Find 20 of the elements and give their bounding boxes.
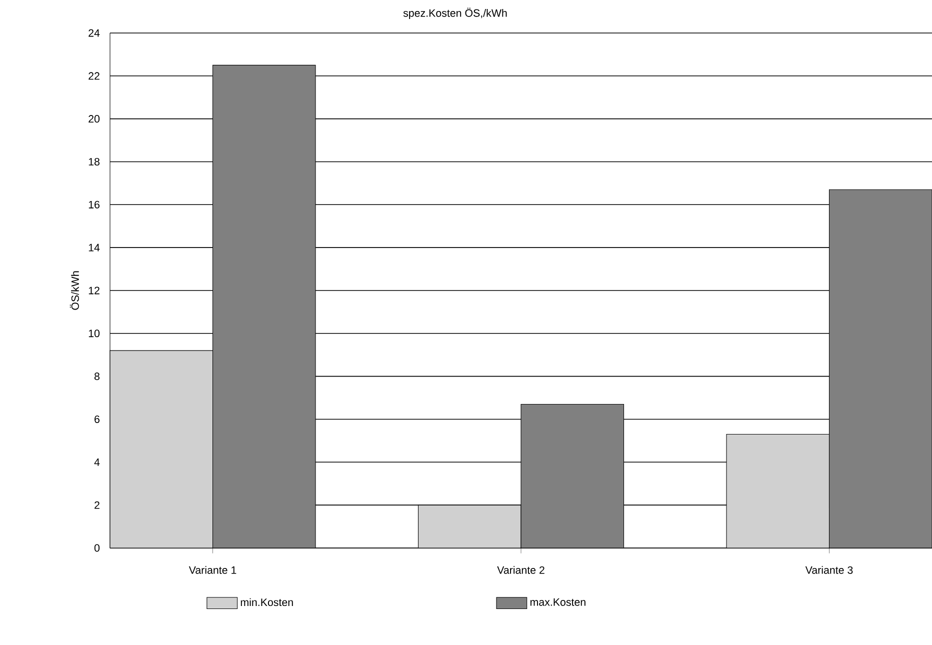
y-tick-label: 22 — [88, 72, 100, 80]
y-tick-label: 14 — [88, 244, 100, 252]
legend-label: min.Kosten — [240, 598, 293, 606]
y-tick-label: 10 — [88, 330, 100, 338]
x-tick-label: Variante 1 — [188, 566, 236, 574]
chart-title: spez.Kosten ÖS,/kWh — [403, 8, 507, 19]
y-tick-label: 6 — [94, 415, 100, 424]
y-tick-label: 12 — [88, 286, 100, 294]
y-tick-label: 18 — [88, 158, 100, 166]
y-tick-label: 8 — [94, 372, 100, 380]
y-tick-label: 2 — [94, 501, 100, 509]
y-tick-label: 20 — [88, 115, 100, 123]
x-tick-label: Variante 3 — [805, 566, 853, 574]
y-tick-label: 4 — [94, 458, 100, 466]
y-tick-label: 24 — [88, 29, 100, 37]
x-tick-label: Variante 2 — [497, 566, 544, 574]
y-axis-title: ÖS/kWh — [70, 271, 79, 310]
y-tick-label: 16 — [88, 200, 100, 208]
legend-label: max.Kosten — [530, 598, 586, 606]
y-tick-label: 0 — [94, 544, 100, 552]
